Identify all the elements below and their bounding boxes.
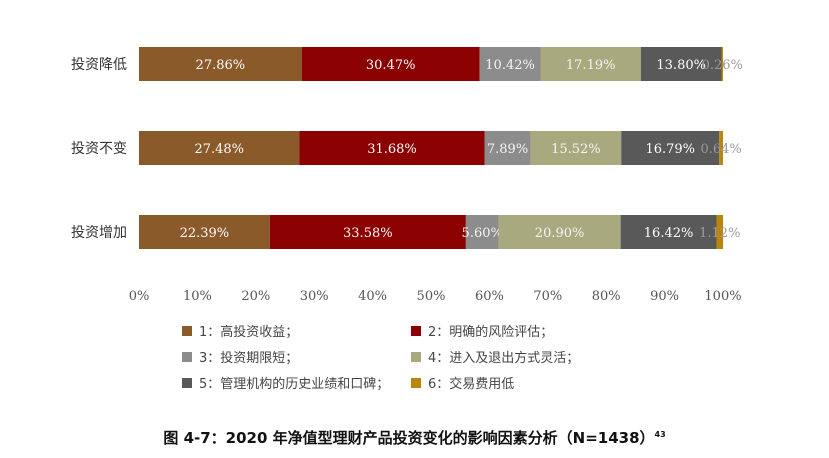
legend-item-1: 1：高投资收益； [182, 321, 298, 340]
bar-segment [530, 131, 622, 165]
data-label: 13.80% [656, 58, 706, 73]
legend-swatch-6 [411, 377, 421, 388]
legend-swatch-4 [411, 351, 421, 362]
footnote-marker: 43 [654, 430, 666, 439]
legend-label-5: 5：管理机构的历史业绩和口碑； [199, 377, 390, 392]
caption-text: 图 4-7：2020 年净值型理财产品投资变化的影响因素分析（N=1438） [163, 429, 655, 447]
legend-item-2: 2：明确的风险评估； [411, 321, 553, 340]
bar-segment [484, 131, 531, 165]
bar-segment [139, 47, 302, 81]
x-tick-label: 20% [241, 289, 270, 304]
data-label: 16.42% [644, 226, 694, 241]
figure-caption: 图 4-7：2020 年净值型理财产品投资变化的影响因素分析（N=1438）43 [0, 427, 829, 448]
bar-segment [540, 47, 641, 81]
x-tick-label: 0% [129, 289, 150, 304]
legend-label-4: 4：进入及退出方式灵活； [428, 351, 580, 366]
legend-label-1: 1：高投资收益； [199, 325, 299, 340]
data-label: 33.58% [343, 226, 393, 241]
legend-swatch-5 [182, 377, 192, 388]
bar-segment [721, 47, 723, 81]
legend-swatch-1 [182, 325, 192, 336]
x-tick-label: 70% [533, 289, 562, 304]
bar-segment [498, 215, 621, 249]
x-tick-label: 60% [475, 289, 504, 304]
legend-label-2: 2：明确的风险评估； [428, 325, 554, 340]
legend-swatch-2 [411, 325, 421, 336]
data-label: 7.89% [487, 142, 528, 157]
legend-item-5: 5：管理机构的历史业绩和口碑； [182, 373, 389, 392]
x-tick-label: 10% [183, 289, 212, 304]
legend-label-6: 6：交易费用低 [428, 377, 515, 392]
data-label: 30.47% [366, 58, 416, 73]
data-label: 0.64% [700, 142, 741, 157]
bar-segment [139, 131, 300, 165]
legend-item-3: 3：投资期限短； [182, 347, 298, 366]
category-label: 投资不变 [71, 141, 127, 157]
data-label: 10.42% [485, 58, 535, 73]
data-label: 5.60% [462, 226, 503, 241]
bar-segment [301, 47, 480, 81]
x-tick-label: 50% [417, 289, 446, 304]
x-tick-label: 80% [592, 289, 621, 304]
data-label: 31.68% [367, 142, 417, 157]
x-tick-label: 40% [358, 289, 387, 304]
data-label: 17.19% [566, 58, 616, 73]
x-tick-label: 90% [650, 289, 679, 304]
bar-segment [269, 215, 466, 249]
data-label: 15.52% [551, 142, 601, 157]
bar-segment [299, 131, 485, 165]
x-tick-label: 100% [704, 289, 741, 304]
data-label: 0.26% [702, 58, 743, 73]
bar-segment [465, 215, 499, 249]
data-label: 27.86% [196, 58, 246, 73]
data-label: 1.12% [699, 226, 740, 241]
bar-segment [716, 215, 724, 249]
data-label: 27.48% [194, 142, 244, 157]
legend-swatch-3 [182, 351, 192, 362]
bar-segment [719, 131, 723, 165]
bar-segment [139, 215, 270, 249]
data-label: 20.90% [535, 226, 585, 241]
legend-label-3: 3：投资期限短； [199, 351, 299, 366]
bar-segment [621, 131, 720, 165]
legend-item-6: 6：交易费用低 [411, 373, 514, 392]
bar-segment [620, 215, 717, 249]
data-label: 22.39% [180, 226, 230, 241]
data-label: 16.79% [645, 142, 695, 157]
bar-segment [479, 47, 541, 81]
x-tick-label: 30% [300, 289, 329, 304]
legend-item-4: 4：进入及退出方式灵活； [411, 347, 579, 366]
category-label: 投资降低 [71, 57, 127, 73]
category-label: 投资增加 [71, 225, 127, 241]
bar-segment [640, 47, 722, 81]
